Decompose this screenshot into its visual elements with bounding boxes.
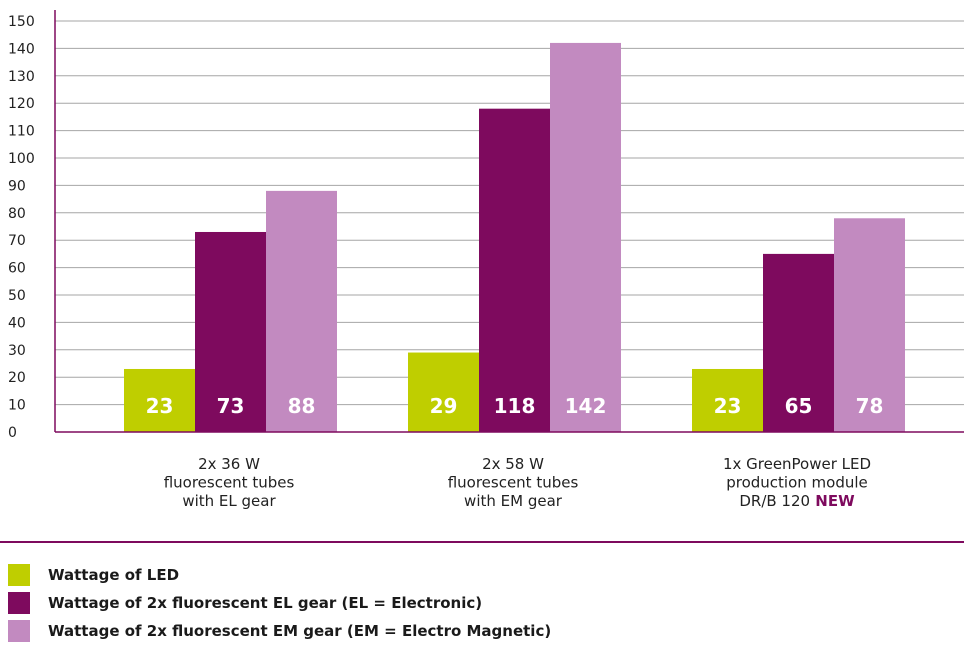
y-tick-label-60: 60 — [8, 261, 26, 277]
y-tick-label-140: 140 — [8, 41, 35, 57]
bar-led-0 — [124, 368, 195, 432]
y-tick-label-80: 80 — [8, 206, 26, 222]
category-label-line: 2x 36 W — [198, 455, 260, 473]
value-label-el-0: 73 — [217, 394, 245, 418]
value-labels: 23 29 23 73 118 65 88 142 78 — [146, 394, 884, 418]
axes — [0, 10, 964, 543]
legend-item-el: Wattage of 2x fluorescent EL gear (EL = … — [8, 589, 948, 617]
value-label-led-1: 29 — [430, 394, 458, 418]
category-label-line: 1x GreenPower LED — [723, 455, 871, 473]
value-label-el-1: 118 — [494, 394, 536, 418]
value-label-led-0: 23 — [146, 394, 174, 418]
legend-swatch-em — [8, 620, 30, 642]
bar-el-0 — [195, 231, 266, 432]
value-label-em-1: 142 — [565, 394, 607, 418]
legend-item-em: Wattage of 2x fluorescent EM gear (EM = … — [8, 617, 948, 645]
category-label-line: with EM gear — [464, 492, 563, 510]
new-badge: NEW — [810, 492, 855, 510]
bar-em-1 — [550, 42, 621, 433]
bar-el-1 — [479, 108, 550, 433]
legend-swatch-led — [8, 564, 30, 586]
y-tick-label-100: 100 — [8, 151, 35, 167]
y-tick-label-20: 20 — [8, 370, 26, 386]
bar-led-2 — [692, 368, 763, 432]
value-label-em-2: 78 — [856, 394, 884, 418]
y-tick-label-40: 40 — [8, 315, 26, 331]
legend-label-el: Wattage of 2x fluorescent EL gear (EL = … — [48, 594, 483, 612]
value-label-led-2: 23 — [714, 394, 742, 418]
legend-label-em: Wattage of 2x fluorescent EM gear (EM = … — [48, 622, 552, 640]
bar-em-2 — [834, 218, 905, 432]
y-tick-label-110: 110 — [8, 124, 35, 140]
legend: Wattage of LED Wattage of 2x fluorescent… — [8, 561, 948, 645]
y-tick-label-0: 0 — [8, 425, 17, 441]
category-label-2: 1x GreenPower LED production module DR/B 1… — [723, 455, 871, 510]
y-tick-label-120: 120 — [8, 96, 35, 112]
y-tick-label-70: 70 — [8, 233, 26, 249]
category-label-line: fluorescent tubes — [448, 474, 579, 492]
y-tick-label-50: 50 — [8, 288, 26, 304]
bar-chart: 0 10 20 30 40 50 60 70 80 90 100 110 120 130 140 150 23… — [0, 10, 964, 543]
y-tick-label-150: 150 — [8, 14, 35, 30]
bar-em-0 — [266, 190, 337, 432]
bar-led-1 — [408, 352, 479, 432]
category-label-line: DR/B 120 — [739, 492, 810, 510]
legend-item-led: Wattage of LED — [8, 561, 948, 589]
y-tick-label-90: 90 — [8, 178, 26, 194]
value-label-em-0: 88 — [288, 394, 316, 418]
legend-swatch-el — [8, 592, 30, 614]
value-label-el-2: 65 — [785, 394, 813, 418]
y-axis-ticks: 0 10 20 30 40 50 60 70 80 90 100 110 120 130 140 150 — [8, 14, 35, 441]
y-tick-label-10: 10 — [8, 398, 26, 414]
y-tick-label-30: 30 — [8, 343, 26, 359]
bar-el-2 — [763, 253, 834, 432]
bars — [124, 42, 905, 433]
category-label-line: production module — [726, 474, 868, 492]
category-label-line: 2x 58 W — [482, 455, 544, 473]
category-label-line: fluorescent tubes — [164, 474, 295, 492]
category-label-line: with EL gear — [182, 492, 276, 510]
legend-label-led: Wattage of LED — [48, 566, 180, 584]
y-tick-label-130: 130 — [8, 69, 35, 85]
